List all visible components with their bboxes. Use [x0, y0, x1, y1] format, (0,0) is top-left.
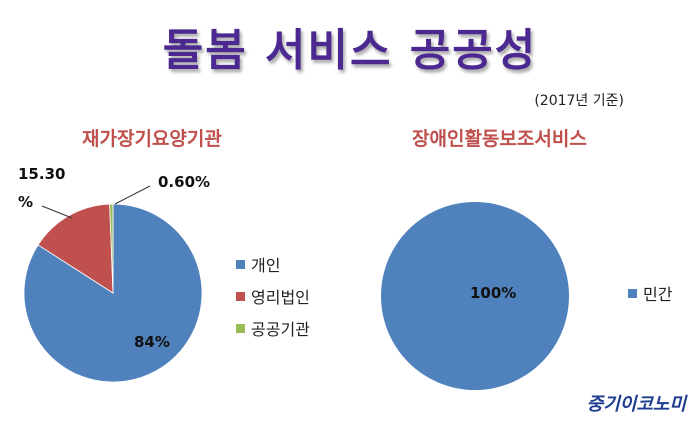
legend-label: 민간 — [643, 285, 673, 304]
page-title: 돌봄 서비스 공공성 — [162, 25, 538, 76]
year-note: (2017년 기준) — [534, 93, 624, 109]
data-label-gaein: 84% — [134, 333, 170, 351]
legend-label: 개인 — [251, 256, 281, 275]
legend-item-left-2: 영리법인 — [236, 282, 310, 310]
pie-slice-left-2 — [37, 203, 114, 294]
legend-label: 공공기관 — [251, 320, 310, 339]
data-label-gonggong: 0.60% — [158, 173, 211, 191]
legend-swatch — [236, 291, 245, 301]
chart-title-right: 장애인활동보조서비스 — [412, 128, 587, 150]
legend-item-left-3: 공공기관 — [236, 314, 310, 342]
legend-swatch — [628, 288, 637, 298]
leader-line-gonggong — [114, 185, 151, 205]
legend-item-left-1: 개인 — [236, 250, 310, 278]
data-label-mingan: 100% — [470, 284, 517, 302]
chart-title-left: 재가장기요양기관 — [82, 128, 222, 150]
legend-item-right-1: 민간 — [628, 279, 672, 307]
brand-logo: 중기이코노미 — [586, 394, 686, 415]
pie-slice-left-3 — [109, 203, 114, 294]
legend-label: 영리법인 — [251, 288, 310, 307]
legend-right: 민간 — [628, 279, 672, 311]
legend-swatch — [236, 259, 245, 269]
pie-slice-right-1 — [381, 202, 569, 390]
data-label-yeongri: 15.30% — [18, 165, 66, 211]
leader-line-yeongri — [41, 205, 73, 219]
legend-swatch — [236, 323, 245, 333]
